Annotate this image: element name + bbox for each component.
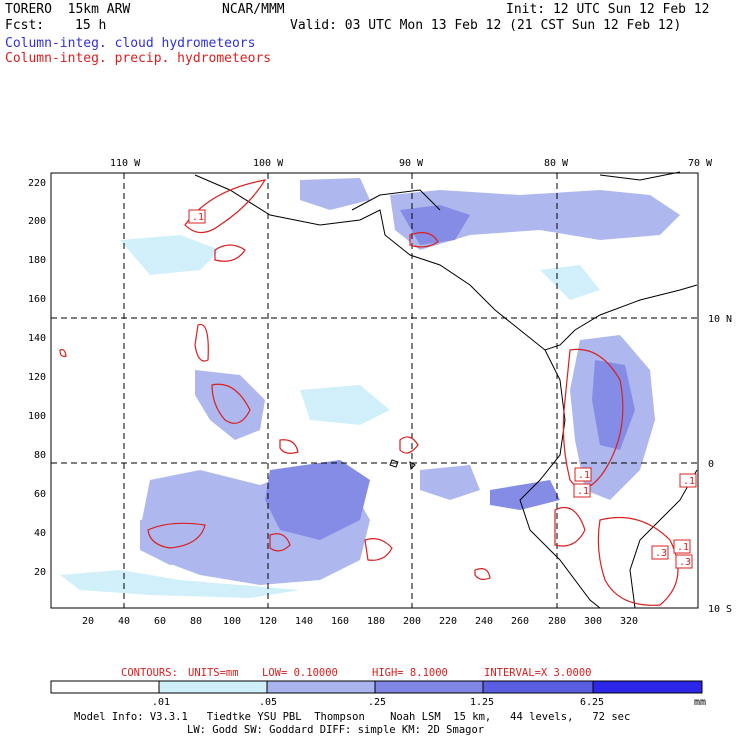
y-tick-label: 120 <box>28 372 46 383</box>
model-info-line2: LW: Godd SW: Goddard DIFF: simple KM: 2D… <box>187 724 485 736</box>
colorbar-tick: .05 <box>259 697 278 708</box>
contour-label: .1 <box>574 467 592 482</box>
contour-labels: .1 .1 .1 .1 .1 .3 .3 <box>188 209 697 569</box>
svg-text:.1: .1 <box>577 486 589 497</box>
contour-info: CONTOURS: UNITS=mm LOW= 0.10000 HIGH= 8.… <box>121 667 591 679</box>
forecast-label: Fcst: <box>5 18 45 33</box>
x-tick-label: 280 <box>548 616 566 627</box>
colorbar-tick: .01 <box>152 697 171 708</box>
init-time: Init: 12 UTC Sun 12 Feb 12 <box>506 2 710 17</box>
x-tick-label: 320 <box>620 616 638 627</box>
x-tick-label: 140 <box>295 616 313 627</box>
y-tick-label: 80 <box>34 450 46 461</box>
lon-label: 80 W <box>544 158 569 169</box>
x-tick-label: 60 <box>154 616 166 627</box>
x-axis-labels: 20 40 60 80 100 120 140 160 180 200 220 … <box>82 616 638 627</box>
svg-text:.3: .3 <box>655 548 667 559</box>
legend-precip: Column-integ. precip. hydrometeors <box>5 51 272 66</box>
contour-label: .3 <box>675 554 693 569</box>
svg-text:.1: .1 <box>192 212 204 223</box>
lon-label: 70 W <box>688 158 713 169</box>
x-tick-label: 100 <box>223 616 241 627</box>
y-axis-labels: 220 200 180 160 140 120 100 80 60 40 20 <box>28 178 46 578</box>
contour-label: .1 <box>679 473 697 488</box>
x-tick-label: 120 <box>259 616 277 627</box>
svg-text:.3: .3 <box>679 557 691 568</box>
x-tick-label: 160 <box>331 616 349 627</box>
lat-label: 0 <box>708 459 714 470</box>
contour-info-interval: INTERVAL=X 3.0000 <box>484 667 591 679</box>
contour-label: .3 <box>651 545 669 560</box>
contour-label: .1 <box>673 539 691 554</box>
x-tick-label: 180 <box>367 616 385 627</box>
lat-label: 10 S <box>708 604 732 615</box>
contour-info-high: HIGH= 8.1000 <box>372 667 448 679</box>
contour-label: .1 <box>188 209 206 224</box>
x-tick-label: 40 <box>118 616 130 627</box>
contour-info-units: UNITS=mm <box>188 667 239 679</box>
contour-label: .1 <box>573 483 591 498</box>
x-tick-label: 200 <box>403 616 421 627</box>
x-tick-label: 300 <box>584 616 602 627</box>
y-tick-label: 100 <box>28 411 46 422</box>
forecast-hour: 15 h <box>75 18 107 33</box>
y-tick-label: 140 <box>28 333 46 344</box>
valid-time: Valid: 03 UTC Mon 13 Feb 12 (21 CST Sun … <box>290 18 682 33</box>
y-tick-label: 200 <box>28 216 46 227</box>
svg-text:.1: .1 <box>677 542 689 553</box>
y-tick-label: 220 <box>28 178 46 189</box>
x-tick-label: 20 <box>82 616 94 627</box>
colorbar-tick: .25 <box>368 697 387 708</box>
lon-label: 110 W <box>110 158 141 169</box>
cloud-shading <box>60 178 680 598</box>
x-tick-label: 220 <box>439 616 457 627</box>
colorbar <box>50 680 703 694</box>
y-tick-label: 40 <box>34 528 46 539</box>
lon-label: 100 W <box>253 158 284 169</box>
y-tick-label: 180 <box>28 255 46 266</box>
precip-contours <box>59 179 679 606</box>
organization: NCAR/MMM <box>222 2 285 17</box>
x-tick-label: 240 <box>475 616 493 627</box>
legend-cloud: Column-integ. cloud hydrometeors <box>5 36 256 51</box>
contour-info-label: CONTOURS: <box>121 667 178 679</box>
y-tick-label: 60 <box>34 489 46 500</box>
contour-info-low: LOW= 0.10000 <box>262 667 338 679</box>
svg-text:.1: .1 <box>578 470 590 481</box>
x-tick-label: 80 <box>190 616 202 627</box>
model-title: TORERO 15km ARW <box>5 2 131 17</box>
lon-label: 90 W <box>399 158 424 169</box>
longitude-labels: 110 W 100 W 90 W 80 W 70 W <box>110 158 713 169</box>
colorbar-tick: 1.25 <box>470 697 495 708</box>
colorbar-tick: 6.25 <box>580 697 605 708</box>
svg-text:.1: .1 <box>683 476 695 487</box>
y-tick-label: 20 <box>34 567 46 578</box>
latitude-labels: 10 N 0 10 S <box>708 314 732 615</box>
colorbar-unit: mm <box>694 697 707 708</box>
y-tick-label: 160 <box>28 294 46 305</box>
model-info-line1: Model Info: V3.3.1 Tiedtke YSU PBL Thomp… <box>74 711 631 723</box>
x-tick-label: 260 <box>511 616 529 627</box>
lat-label: 10 N <box>708 314 732 325</box>
coastlines <box>194 171 698 609</box>
